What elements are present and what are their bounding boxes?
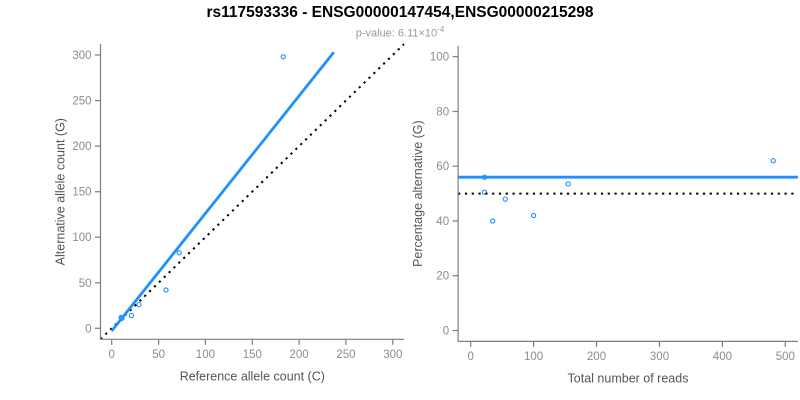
chart-header: rs117593336 - ENSG00000147454,ENSG000002… bbox=[0, 4, 800, 40]
y-tick-label: 50 bbox=[79, 278, 92, 290]
data-point bbox=[770, 158, 776, 164]
x-tick-label: 50 bbox=[152, 349, 165, 361]
pvalue-exponent: -4 bbox=[437, 24, 445, 34]
y-tick-label: 80 bbox=[436, 107, 449, 119]
data-point bbox=[176, 250, 182, 256]
y-tick-label: 40 bbox=[436, 216, 449, 228]
y-axis-title: Alternative allele count (G) bbox=[54, 118, 68, 265]
identity-line bbox=[99, 43, 405, 340]
x-axis-title: Reference allele count (C) bbox=[180, 369, 325, 383]
x-axis-title: Total number of reads bbox=[568, 371, 689, 385]
right-plot-percentage: 0 100 200 300 400 500 0 20 40 60 80 100 Total number… bbox=[411, 45, 798, 385]
x-tick-label: 300 bbox=[650, 351, 669, 363]
x-tick-label: 0 bbox=[467, 351, 473, 363]
chart-title: rs117593336 - ENSG00000147454,ENSG000002… bbox=[206, 4, 594, 21]
x-tick-label: 200 bbox=[587, 351, 606, 363]
data-point bbox=[163, 287, 169, 293]
x-tick-label: 150 bbox=[243, 349, 262, 361]
y-tick-label: 250 bbox=[72, 96, 91, 108]
data-point bbox=[136, 301, 142, 308]
data-point bbox=[502, 196, 508, 202]
chart-subtitle: p-value: 6.11×10-4 bbox=[0, 25, 800, 40]
y-tick-label: 20 bbox=[436, 271, 449, 283]
x-tick-label: 400 bbox=[713, 351, 732, 363]
x-tick-label: 250 bbox=[336, 349, 355, 361]
axis-lines bbox=[99, 44, 405, 340]
data-point bbox=[280, 54, 286, 60]
y-tick-label: 0 bbox=[85, 323, 91, 335]
y-axis-title: Percentage alternative (G) bbox=[411, 120, 425, 267]
y-tick-label: 60 bbox=[436, 161, 449, 173]
y-tick-label: 0 bbox=[443, 326, 449, 338]
pvalue-times-ten: ×10 bbox=[418, 27, 438, 40]
y-tick-label: 300 bbox=[72, 50, 91, 62]
x-tick-label: 0 bbox=[108, 349, 114, 361]
x-tick-label: 100 bbox=[196, 349, 215, 361]
x-tick-label: 300 bbox=[383, 349, 402, 361]
y-tick-label: 100 bbox=[72, 232, 91, 244]
axis-lines bbox=[457, 45, 798, 342]
y-tick-label: 200 bbox=[72, 141, 91, 153]
data-point bbox=[490, 218, 496, 224]
y-tick-label: 100 bbox=[430, 52, 449, 64]
data-point bbox=[128, 312, 135, 319]
pvalue-mantissa: 6.11 bbox=[397, 27, 419, 40]
x-tick-label: 200 bbox=[290, 349, 309, 361]
x-tick-label: 100 bbox=[524, 351, 543, 363]
data-point bbox=[565, 181, 571, 187]
regression-line bbox=[110, 51, 335, 332]
x-tick-label: 500 bbox=[776, 351, 795, 363]
y-tick-label: 150 bbox=[72, 187, 91, 199]
left-plot-allele-counts: 0 50 100 150 200 250 300 0 50 100 150 200 250 300 Refe… bbox=[54, 43, 405, 383]
pvalue-prefix: p-value: bbox=[355, 27, 398, 40]
data-point bbox=[481, 189, 488, 195]
data-point bbox=[530, 212, 537, 219]
